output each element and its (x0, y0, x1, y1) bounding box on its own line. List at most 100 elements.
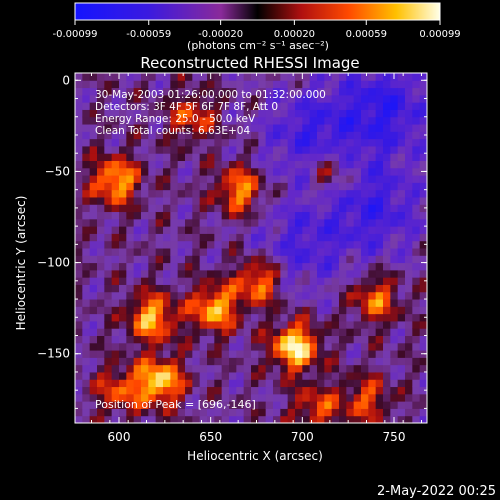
heatmap-cell (97, 211, 105, 220)
heatmap-cell (170, 131, 179, 140)
heatmap-cell (324, 408, 333, 417)
heatmap-cell (221, 138, 230, 147)
heatmap-cell (324, 109, 333, 118)
heatmap-cell (419, 379, 427, 388)
heatmap-cell (258, 320, 267, 329)
heatmap-cell (419, 255, 427, 264)
heatmap-cell (163, 415, 171, 423)
heatmap-cell (405, 131, 413, 140)
heatmap-cell (133, 248, 142, 256)
heatmap-cell (280, 262, 289, 271)
heatmap-cell (97, 196, 105, 205)
heatmap-cell (339, 284, 347, 293)
heatmap-cell (82, 240, 91, 249)
heatmap-cell (243, 371, 252, 380)
heatmap-cell (155, 299, 164, 307)
heatmap-cell (353, 73, 362, 81)
heatmap-cell (309, 284, 318, 293)
heatmap-cell (221, 350, 230, 358)
heatmap-cell (368, 233, 377, 242)
heatmap-cell (236, 335, 245, 344)
heatmap-cell (368, 335, 377, 344)
heatmap-cell (119, 291, 127, 300)
heatmap-cell (170, 189, 179, 198)
heatmap-cell (317, 277, 325, 285)
heatmap-cell (185, 335, 193, 344)
heatmap-cell (185, 328, 193, 336)
heatmap-cell (229, 328, 237, 336)
heatmap-cell (361, 357, 369, 366)
heatmap-cell (82, 167, 91, 176)
heatmap-cell (207, 371, 215, 380)
heatmap-cell (405, 371, 413, 380)
heatmap-cell (317, 313, 325, 322)
heatmap-cell (243, 131, 252, 140)
heatmap-cell (214, 269, 223, 278)
heatmap-cell (383, 80, 391, 89)
heatmap-cell (280, 138, 289, 147)
heatmap-cell (258, 182, 267, 191)
heatmap-cell (258, 160, 267, 169)
heatmap-cell (75, 371, 83, 380)
heatmap-cell (89, 145, 98, 154)
heatmap-cell (412, 204, 421, 213)
heatmap-cell (221, 218, 230, 227)
heatmap-cell (287, 189, 296, 198)
heatmap-cell (390, 291, 399, 300)
heatmap-cell (397, 182, 406, 191)
heatmap-cell (111, 357, 120, 366)
x-tick-label: 750 (383, 430, 406, 444)
heatmap-cell (104, 175, 113, 183)
heatmap-cell (353, 189, 362, 198)
heatmap-cell (207, 80, 215, 89)
heatmap-cell (412, 87, 421, 96)
heatmap-cell (280, 342, 289, 351)
heatmap-cell (229, 277, 237, 285)
heatmap-cell (221, 131, 230, 140)
heatmap-cell (405, 277, 413, 285)
heatmap-cell (361, 233, 369, 242)
heatmap-cell (155, 109, 164, 118)
heatmap-cell (236, 240, 245, 249)
heatmap-cell (375, 313, 384, 322)
heatmap-cell (295, 233, 303, 242)
heatmap-cell (383, 175, 391, 183)
heatmap-cell (155, 248, 164, 256)
heatmap-cell (170, 145, 179, 154)
heatmap-cell (111, 240, 120, 249)
heatmap-cell (331, 408, 340, 417)
heatmap-cell (229, 116, 237, 125)
heatmap-cell (295, 415, 303, 423)
heatmap-cell (141, 306, 149, 315)
heatmap-cell (251, 299, 259, 307)
heatmap-cell (192, 313, 201, 322)
heatmap-cell (236, 255, 245, 264)
heatmap-cell (361, 109, 369, 118)
heatmap-cell (265, 167, 274, 176)
heatmap-cell (82, 153, 91, 161)
heatmap-cell (155, 167, 164, 176)
heatmap-cell (214, 196, 223, 205)
heatmap-cell (258, 73, 267, 81)
heatmap-cell (412, 291, 421, 300)
heatmap-cell (251, 350, 259, 358)
heatmap-cell (170, 291, 179, 300)
heatmap-cell (185, 175, 193, 183)
heatmap-cell (324, 357, 333, 366)
annotation-line: Clean Total counts: 6.63E+04 (95, 125, 250, 137)
heatmap-cell (229, 189, 237, 198)
heatmap-cell (119, 248, 127, 256)
heatmap-cell (419, 299, 427, 307)
heatmap-cell (104, 320, 113, 329)
heatmap-cell (368, 299, 377, 307)
heatmap-cell (75, 145, 83, 154)
heatmap-cell (295, 211, 303, 220)
heatmap-cell (361, 306, 369, 315)
heatmap-cell (287, 357, 296, 366)
heatmap-cell (412, 167, 421, 176)
heatmap-cell (412, 335, 421, 344)
heatmap-cell (214, 371, 223, 380)
colorbar-ticks: -0.00099 -0.00059 -0.00020 0.00020 0.00059 0.… (53, 20, 461, 40)
heatmap-cell (339, 102, 347, 110)
heatmap-cell (375, 102, 384, 110)
